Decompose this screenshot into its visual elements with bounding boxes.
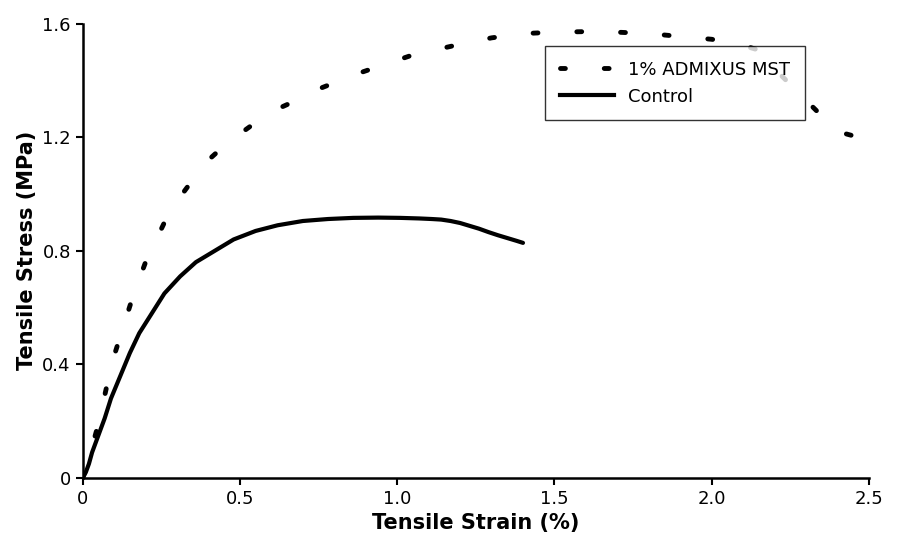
Y-axis label: Tensile Stress (MPa): Tensile Stress (MPa) (17, 131, 37, 371)
Legend: 1% ADMIXUS MST, Control: 1% ADMIXUS MST, Control (545, 46, 805, 120)
X-axis label: Tensile Strain (%): Tensile Strain (%) (372, 513, 580, 533)
